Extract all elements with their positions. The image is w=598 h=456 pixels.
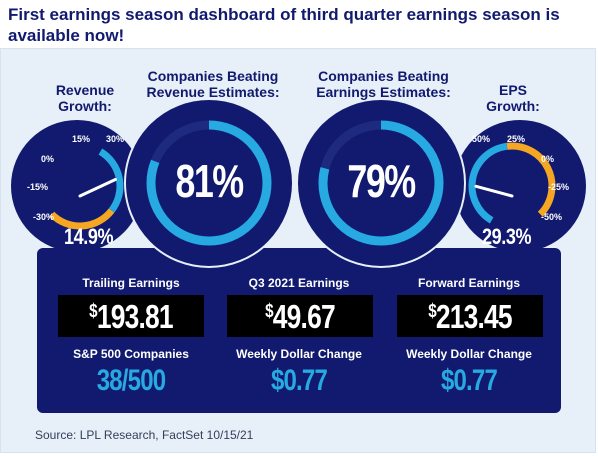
trailing-earnings-value: $193.81	[89, 298, 173, 335]
revenue-gauge-needle	[78, 177, 117, 198]
gauge-arc-segment	[506, 142, 556, 217]
gauge-arc-segment	[49, 208, 115, 230]
eps-gauge-needle	[474, 184, 514, 198]
eps-tick-25: 25%	[507, 134, 526, 144]
gauge-arc-segment	[98, 148, 124, 213]
sp500-companies-caption: S&P 500 Companies	[73, 347, 189, 361]
eps-tick-0: 0%	[541, 154, 555, 164]
revenue-growth-value: 14.9%	[64, 224, 114, 249]
trailing-earnings-box: $193.81	[58, 295, 204, 337]
eps-tick-neg50: -50%	[541, 212, 563, 222]
eps-gauge-arc	[468, 142, 556, 224]
revenue-beat-value: 81%	[175, 155, 244, 207]
revenue-growth-title: Revenue Growth:	[55, 82, 115, 114]
trailing-earnings-caption: Trailing Earnings	[82, 276, 180, 290]
earnings-beat-value: 79%	[347, 155, 416, 207]
source-note: Source: LPL Research, FactSet 10/15/21	[35, 428, 254, 442]
q3-earnings-value: $49.67	[265, 298, 336, 335]
revenue-tick-neg30: -30%	[33, 212, 55, 222]
q3-earnings-box: $49.67	[227, 295, 373, 337]
revenue-tick-0: 0%	[41, 154, 55, 164]
revenue-gauge-dial	[11, 120, 143, 252]
earnings-beat-ring	[318, 120, 444, 246]
headline: First earnings season dashboard of third…	[8, 5, 560, 45]
forward-earnings-box: $213.45	[397, 295, 543, 337]
revenue-tick-neg15: -15%	[27, 182, 49, 192]
gauge-arc-segment	[468, 142, 508, 224]
q3-earnings-caption: Q3 2021 Earnings	[248, 276, 350, 290]
eps-growth-value: 29.3%	[482, 224, 532, 249]
sp500-companies-value: 38/500	[96, 364, 166, 397]
weekly-change-value-2: $0.77	[440, 364, 498, 397]
eps-growth-title: EPS Growth:	[486, 82, 540, 114]
weekly-change-value-1: $0.77	[270, 364, 328, 397]
revenue-tick-15: 15%	[72, 134, 91, 144]
earnings-beat-title: Companies Beating Earnings Estimates:	[316, 68, 451, 100]
revenue-tick-30: 30%	[106, 134, 125, 144]
weekly-change-caption-2: Weekly Dollar Change	[406, 347, 532, 361]
revenue-beat-title: Companies Beating Revenue Estimates:	[146, 68, 280, 100]
weekly-change-caption-1: Weekly Dollar Change	[236, 347, 362, 361]
revenue-beat-ring	[146, 120, 272, 246]
forward-earnings-value: $213.45	[428, 298, 512, 335]
eps-tick-neg25: -25%	[548, 182, 570, 192]
eps-tick-50: 50%	[472, 134, 491, 144]
forward-earnings-caption: Forward Earnings	[417, 276, 521, 290]
revenue-gauge-arc	[49, 148, 124, 230]
